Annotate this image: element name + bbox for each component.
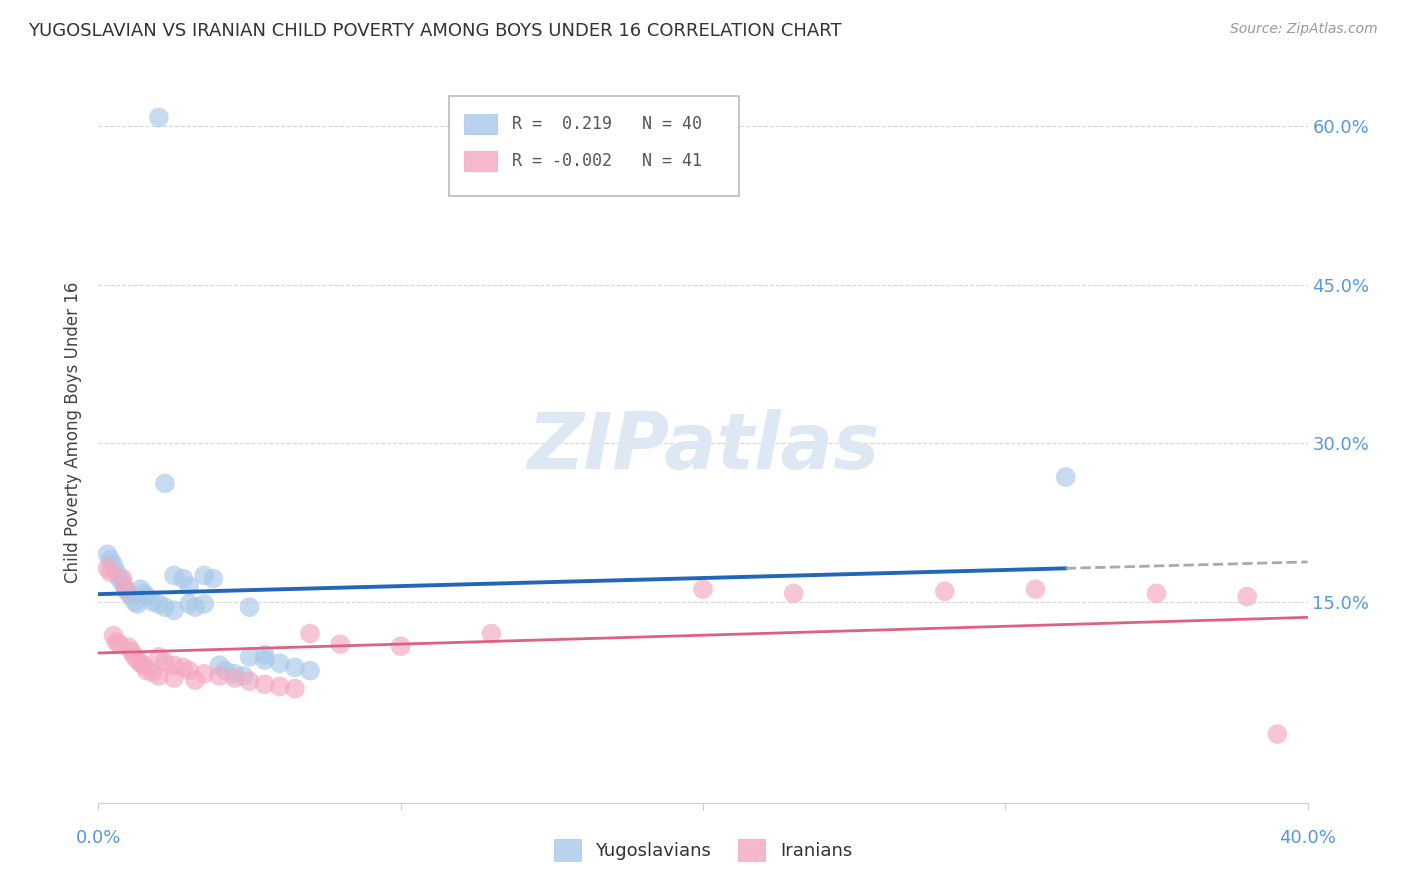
Point	[184, 600, 207, 615]
Point	[111, 575, 134, 590]
Point	[253, 653, 276, 667]
Point	[103, 558, 125, 572]
Point	[163, 658, 186, 673]
Point	[389, 640, 412, 654]
Point	[481, 626, 503, 640]
Point	[105, 635, 128, 649]
Point	[108, 637, 131, 651]
Point	[253, 648, 276, 662]
Point	[127, 597, 149, 611]
Point	[96, 547, 118, 561]
Point	[253, 677, 276, 691]
Point	[148, 111, 170, 125]
Point	[208, 658, 231, 673]
Point	[153, 476, 176, 491]
Point	[269, 656, 291, 670]
Point	[193, 568, 215, 582]
Point	[239, 600, 262, 615]
Y-axis label: Child Poverty Among Boys Under 16: Child Poverty Among Boys Under 16	[65, 282, 83, 583]
Point	[124, 649, 146, 664]
Point	[163, 603, 186, 617]
Point	[103, 629, 125, 643]
Point	[118, 640, 141, 655]
Point	[132, 658, 155, 673]
Point	[163, 671, 186, 685]
Point	[208, 669, 231, 683]
Point	[284, 681, 307, 696]
Point	[1054, 470, 1077, 484]
Text: 40.0%: 40.0%	[1279, 830, 1336, 847]
Point	[269, 680, 291, 694]
Point	[132, 586, 155, 600]
Point	[179, 664, 201, 678]
Point	[153, 600, 176, 615]
Point	[783, 586, 806, 600]
Point	[1024, 582, 1046, 596]
Point	[224, 666, 246, 681]
Point	[163, 568, 186, 582]
Point	[172, 660, 194, 674]
Text: R = -0.002   N = 41: R = -0.002 N = 41	[512, 152, 702, 169]
Point	[148, 597, 170, 611]
Point	[1267, 727, 1289, 741]
Text: 0.0%: 0.0%	[76, 830, 121, 847]
Point	[193, 597, 215, 611]
Point	[232, 669, 254, 683]
Text: Source: ZipAtlas.com: Source: ZipAtlas.com	[1230, 22, 1378, 37]
Point	[121, 644, 143, 658]
Point	[108, 572, 131, 586]
Point	[111, 572, 134, 586]
Point	[135, 590, 157, 604]
Point	[202, 572, 225, 586]
Point	[193, 666, 215, 681]
Point	[179, 597, 201, 611]
Point	[148, 649, 170, 664]
Point	[692, 582, 714, 596]
Text: ZIPatlas: ZIPatlas	[527, 409, 879, 485]
Point	[127, 653, 149, 667]
Point	[172, 572, 194, 586]
Point	[142, 665, 165, 680]
FancyBboxPatch shape	[449, 95, 740, 195]
Point	[1144, 586, 1167, 600]
Point	[114, 582, 136, 596]
Point	[214, 664, 236, 678]
Point	[153, 655, 176, 669]
Point	[179, 579, 201, 593]
Point	[239, 674, 262, 689]
Point	[96, 561, 118, 575]
Point	[284, 660, 307, 674]
Point	[100, 552, 122, 566]
Point	[934, 584, 956, 599]
Point	[129, 582, 152, 596]
Point	[135, 664, 157, 678]
Point	[105, 566, 128, 580]
Point	[329, 637, 352, 651]
Point	[142, 595, 165, 609]
Point	[118, 586, 141, 600]
Point	[121, 590, 143, 604]
Point	[299, 664, 322, 678]
Point	[124, 595, 146, 609]
Point	[224, 671, 246, 685]
Text: YUGOSLAVIAN VS IRANIAN CHILD POVERTY AMONG BOYS UNDER 16 CORRELATION CHART: YUGOSLAVIAN VS IRANIAN CHILD POVERTY AMO…	[28, 22, 842, 40]
Point	[100, 566, 122, 580]
Point	[184, 673, 207, 687]
Point	[114, 582, 136, 596]
Point	[239, 649, 262, 664]
Point	[1236, 590, 1258, 604]
Bar	[464, 151, 498, 171]
Point	[129, 656, 152, 670]
Text: R =  0.219   N = 40: R = 0.219 N = 40	[512, 115, 702, 133]
Point	[148, 669, 170, 683]
Bar	[464, 113, 498, 135]
Legend: Yugoslavians, Iranians: Yugoslavians, Iranians	[547, 831, 859, 868]
Point	[299, 626, 322, 640]
